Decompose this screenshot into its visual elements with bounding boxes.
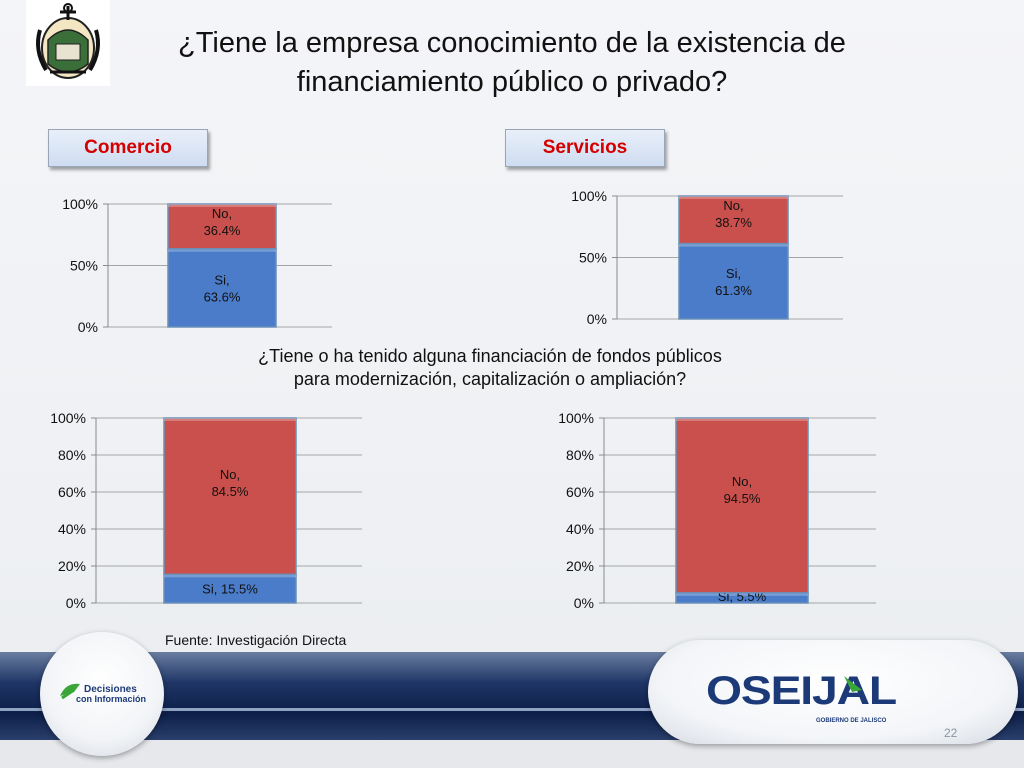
- right-logo-sub: GOBIERNO DE JALISCO: [816, 718, 887, 724]
- y-tick-label: 20%: [58, 558, 86, 574]
- footer-bottom: [0, 740, 1024, 768]
- bar-segment-si-highlight: [168, 248, 276, 252]
- question-line-2: para modernización, capitalización o amp…: [293, 369, 687, 389]
- data-label-no: No,: [723, 198, 743, 213]
- bar-segment-si-highlight: [676, 592, 808, 596]
- y-tick-label: 50%: [579, 250, 607, 266]
- y-tick-label: 80%: [58, 447, 86, 463]
- page-number: 22: [944, 726, 958, 740]
- chart-servicios-conocimiento: 100% 50% 0% Si, 61.3% No, 38.7%: [545, 182, 865, 332]
- bar-segment-no-highlight: [676, 418, 808, 421]
- y-tick-label: 60%: [566, 484, 594, 500]
- left-logo-line-1: Decisiones: [84, 684, 137, 695]
- data-label-no: 36.4%: [204, 223, 241, 238]
- chart-servicios-financiacion: 100% 80% 60% 40% 20% 0% Si, 5.5% No, 94.5%: [530, 405, 890, 617]
- chart-comercio-conocimiento: 100% 50% 0% Si, 63.6% No, 36.4%: [30, 190, 350, 340]
- bar-segment-si: [167, 248, 277, 328]
- section-label-comercio-text: Comercio: [84, 137, 172, 158]
- chart-comercio-financiacion: 100% 80% 60% 40% 20% 0% Si, 15.5% No, 84.5%: [20, 405, 380, 617]
- title-line-1: ¿Tiene la empresa conocimiento de la exi…: [178, 27, 846, 59]
- data-label-no: 38.7%: [715, 215, 752, 230]
- footer-stripe: [0, 708, 1024, 711]
- y-tick-label: 40%: [58, 521, 86, 537]
- section-label-servicios: Servicios: [505, 129, 665, 167]
- source-note: Fuente: Investigación Directa: [165, 632, 347, 648]
- page-title: ¿Tiene la empresa conocimiento de la exi…: [120, 24, 904, 102]
- bar-segment-no: [678, 195, 789, 245]
- decisiones-con-informacion-logo: Decisiones con Información: [40, 632, 164, 756]
- bar-segment-no-highlight: [164, 418, 296, 421]
- y-tick-label: 50%: [70, 258, 98, 274]
- data-label-si: Si,: [726, 266, 741, 281]
- y-tick-label: 0%: [587, 311, 607, 327]
- y-tick-label: 60%: [58, 484, 86, 500]
- bar-segment-si-highlight: [164, 574, 296, 578]
- data-label-si: Si, 15.5%: [202, 582, 258, 597]
- data-label-no: No,: [212, 206, 232, 221]
- bar-segment-no-highlight: [168, 204, 276, 207]
- oseijal-logo: OSEIJAL GOBIERNO DE JALISCO: [648, 640, 1018, 744]
- y-tick-label: 20%: [566, 558, 594, 574]
- data-label-si: Si,: [214, 272, 229, 287]
- y-tick-label: 100%: [558, 410, 594, 426]
- bar-segment-si: [678, 242, 789, 320]
- bar-segment-no: [163, 417, 297, 576]
- question-text: ¿Tiene o ha tenido alguna financiación d…: [180, 345, 800, 391]
- bar-segment-no: [675, 417, 809, 594]
- y-tick-label: 0%: [66, 595, 86, 611]
- bar-segment-si-highlight: [679, 243, 788, 247]
- coat-of-arms-logo: [26, 0, 110, 86]
- y-tick-label: 100%: [62, 196, 98, 212]
- left-logo-line-2: con Información: [76, 694, 146, 704]
- data-label-no: No,: [732, 474, 752, 489]
- y-tick-label: 0%: [574, 595, 594, 611]
- y-tick-label: 100%: [571, 188, 607, 204]
- data-label-si: 61.3%: [715, 283, 752, 298]
- title-line-2: financiamiento público o privado?: [296, 66, 728, 98]
- y-tick-label: 0%: [78, 319, 98, 335]
- data-label-si: 63.6%: [204, 289, 241, 304]
- section-label-servicios-text: Servicios: [542, 137, 628, 158]
- data-label-no: No,: [220, 467, 240, 482]
- data-label-no: 84.5%: [212, 484, 249, 499]
- y-tick-label: 80%: [566, 447, 594, 463]
- bar-segment-no-highlight: [679, 196, 788, 199]
- y-tick-label: 40%: [566, 521, 594, 537]
- data-label-no: 94.5%: [724, 491, 761, 506]
- y-tick-label: 100%: [50, 410, 86, 426]
- question-line-1: ¿Tiene o ha tenido alguna financiación d…: [258, 346, 722, 366]
- section-label-comercio: Comercio: [48, 129, 208, 167]
- bar-segment-no: [167, 203, 277, 250]
- right-logo-text: OSEIJAL: [706, 669, 897, 713]
